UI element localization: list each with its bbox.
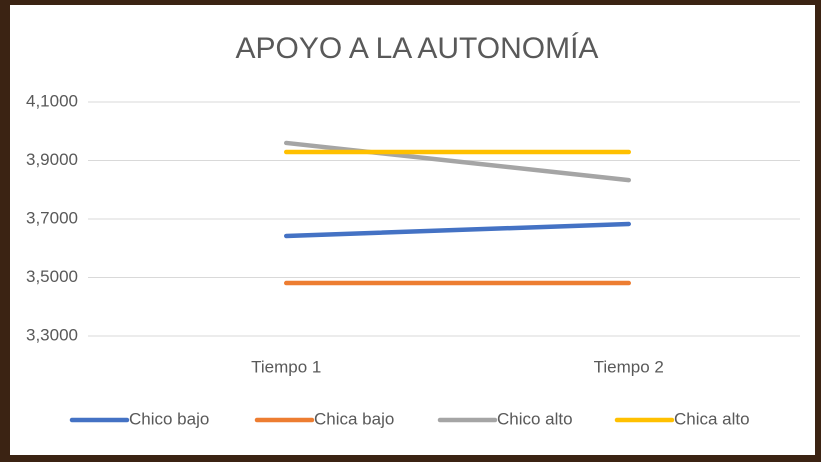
legend-label: Chica bajo bbox=[314, 409, 394, 428]
y-tick-label: 3,5000 bbox=[26, 267, 78, 286]
x-tick-label: Tiempo 1 bbox=[251, 357, 321, 376]
series-line bbox=[284, 140, 631, 183]
legend-label: Chica alto bbox=[674, 409, 750, 428]
series-line bbox=[284, 221, 631, 239]
legend-label: Chico alto bbox=[497, 409, 573, 428]
y-tick-label: 3,7000 bbox=[26, 208, 78, 227]
y-tick-label: 4,1000 bbox=[26, 91, 78, 110]
chart-title: APOYO A LA AUTONOMÍA bbox=[236, 32, 599, 65]
y-tick-label: 3,9000 bbox=[26, 150, 78, 169]
x-tick-label: Tiempo 2 bbox=[594, 357, 664, 376]
y-tick-label: 3,3000 bbox=[26, 325, 78, 344]
legend-label: Chico bajo bbox=[129, 409, 209, 428]
